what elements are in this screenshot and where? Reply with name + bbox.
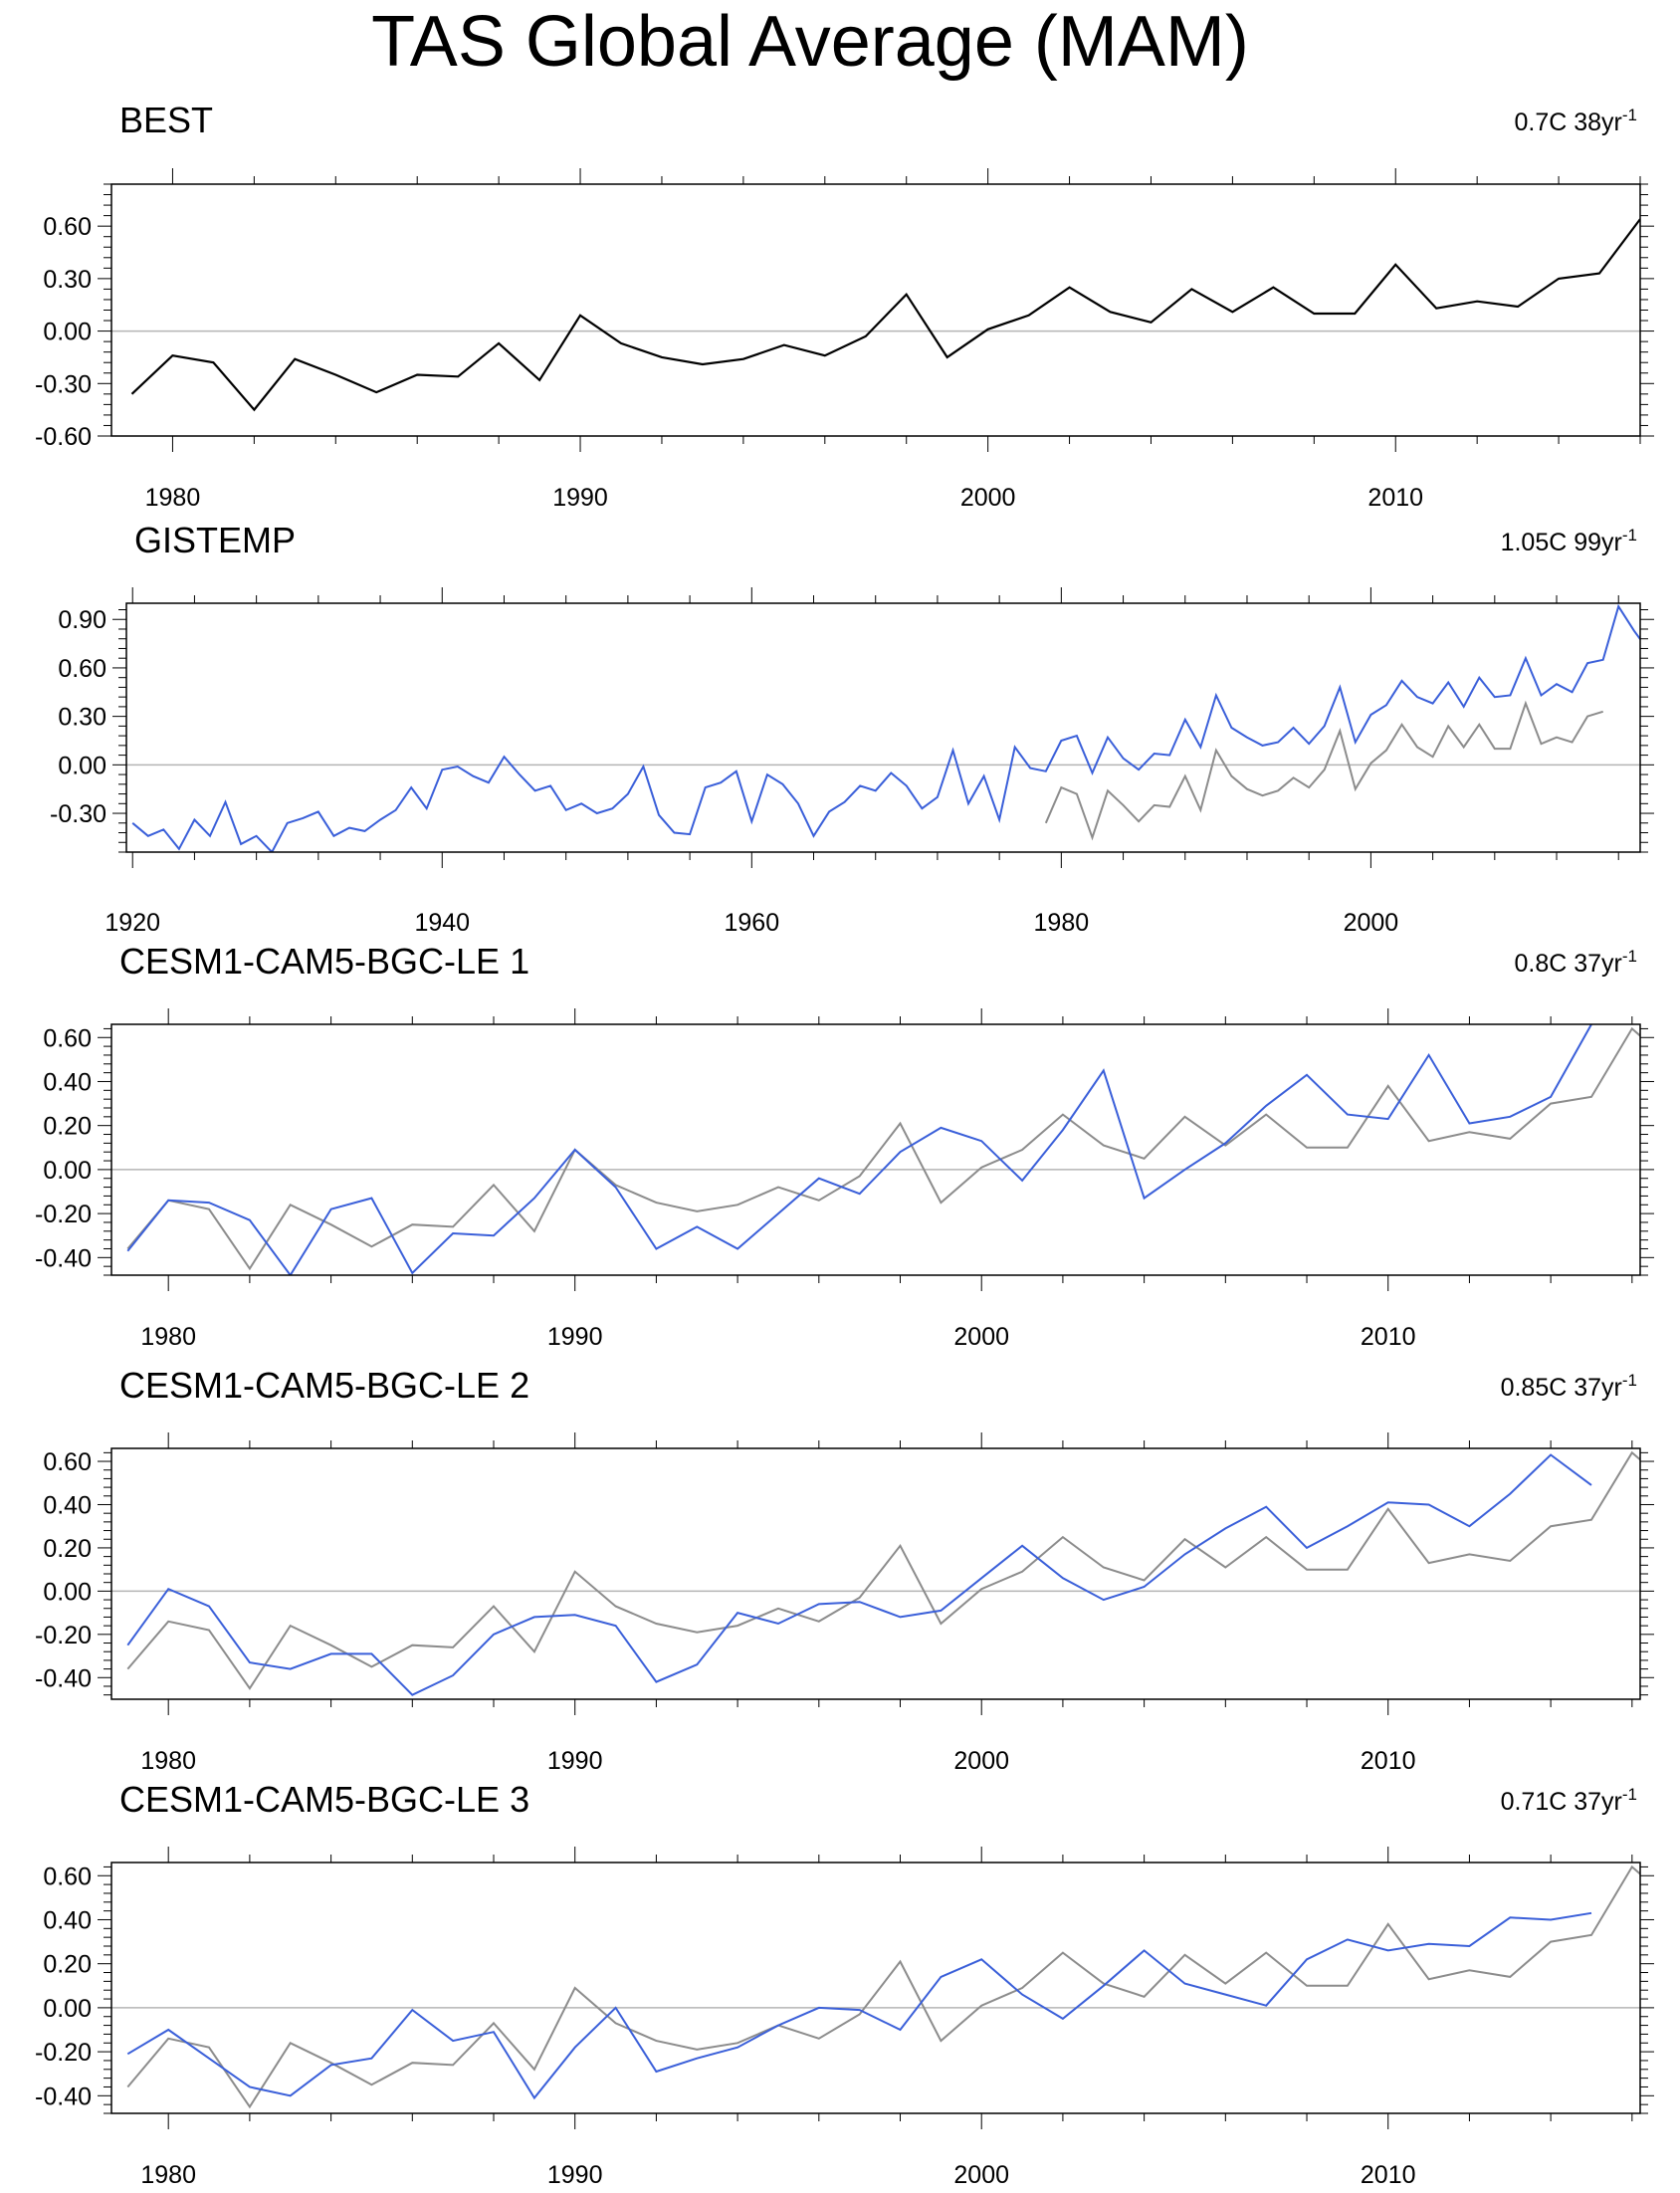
y-tick-label: -0.40: [35, 2083, 92, 2110]
trend-annotation: 0.71C 37yr-1: [1501, 1785, 1637, 1816]
trend-exponent: -1: [1622, 947, 1637, 966]
series-line-model: [131, 603, 1640, 852]
panel-title: BEST: [119, 100, 213, 140]
trend-annotation: 0.7C 38yr-1: [1514, 106, 1637, 136]
panel-title: CESM1-CAM5-BGC-LE 2: [119, 1365, 529, 1406]
series-line-model: [126, 1911, 1592, 2100]
x-tick-label: 1940: [414, 909, 470, 937]
y-tick-label: -0.20: [35, 1622, 92, 1649]
x-tick-label: 2010: [1361, 2161, 1416, 2189]
y-tick-label: 0.60: [43, 1024, 92, 1052]
plot-frame: [110, 1023, 1641, 1276]
y-tick-label: 0.90: [58, 606, 106, 634]
y-tick-label: -0.40: [35, 1244, 92, 1272]
x-tick-label: 1980: [140, 1323, 196, 1351]
series-line-reference: [126, 1864, 1640, 2109]
trend-exponent: -1: [1622, 1785, 1637, 1804]
x-tick-label: 1990: [547, 1747, 603, 1775]
x-tick-label: 1960: [724, 909, 779, 937]
trend-value: 0.85C 37yr: [1501, 1374, 1622, 1402]
x-tick-label: 2000: [1344, 909, 1399, 937]
plot-frame: [110, 1862, 1641, 2114]
y-tick-label: -0.40: [35, 1664, 92, 1692]
y-tick-label: 0.00: [58, 752, 106, 779]
trend-annotation: 0.85C 37yr-1: [1501, 1371, 1637, 1402]
x-tick-label: 2000: [953, 1747, 1009, 1775]
y-tick-label: -0.30: [50, 800, 106, 828]
figure-title: TAS Global Average (MAM): [371, 2, 1249, 82]
x-tick-label: 2000: [953, 1323, 1009, 1351]
y-tick-label: 0.60: [43, 1863, 92, 1890]
x-tick-label: 2010: [1367, 484, 1423, 512]
plot-frame: [110, 1447, 1641, 1700]
trend-value: 0.71C 37yr: [1501, 1788, 1622, 1816]
panel-title: GISTEMP: [134, 520, 296, 560]
y-tick-label: -0.30: [35, 370, 92, 398]
y-tick-label: 0.30: [58, 704, 106, 732]
x-tick-label: 1980: [145, 484, 201, 512]
series-line-observed: [130, 218, 1640, 412]
trend-annotation: 1.05C 99yr-1: [1501, 526, 1637, 556]
trend-value: 0.8C 37yr: [1514, 950, 1621, 978]
y-tick-label: -0.60: [35, 423, 92, 451]
chart-panel-5: -0.40 -0.20 0.00 0.20 0.40 0.60 1980 1990 2000 20…: [35, 1779, 1654, 2189]
y-tick-label: 0.00: [43, 319, 92, 346]
plot-frame: [110, 183, 1641, 437]
x-tick-label: 1920: [105, 909, 160, 937]
y-tick-label: 0.20: [43, 1113, 92, 1141]
trend-value: 0.7C 38yr: [1514, 109, 1621, 136]
y-tick-label: -0.20: [35, 2039, 92, 2067]
y-tick-label: 0.30: [43, 266, 92, 294]
series-line-reference: [126, 1026, 1640, 1271]
x-tick-label: 1990: [547, 2161, 603, 2189]
y-tick-label: 0.40: [43, 1491, 92, 1519]
series-line-reference: [1044, 700, 1603, 841]
series-line-model: [126, 1024, 1592, 1275]
y-tick-label: -0.20: [35, 1201, 92, 1228]
y-tick-label: 0.00: [43, 1995, 92, 2023]
y-tick-label: 0.00: [43, 1157, 92, 1185]
chart-panel-3: -0.40 -0.20 0.00 0.20 0.40 0.60 1980 1990 2000 20…: [35, 941, 1654, 1351]
trend-exponent: -1: [1622, 106, 1637, 124]
series-line-model: [126, 1453, 1592, 1696]
series-line-reference: [126, 1450, 1640, 1690]
trend-exponent: -1: [1622, 526, 1637, 545]
x-tick-label: 1980: [140, 1747, 196, 1775]
y-tick-label: 0.00: [43, 1578, 92, 1606]
x-tick-label: 2010: [1361, 1323, 1416, 1351]
chart-panel-4: -0.40 -0.20 0.00 0.20 0.40 0.60 1980 1990 2000 20…: [35, 1365, 1654, 1775]
x-tick-label: 1990: [547, 1323, 603, 1351]
trend-exponent: -1: [1622, 1371, 1637, 1390]
y-tick-label: 0.60: [58, 655, 106, 683]
y-tick-label: 0.60: [43, 1448, 92, 1476]
y-tick-label: 0.40: [43, 1068, 92, 1096]
y-tick-label: 0.20: [43, 1535, 92, 1563]
y-tick-label: 0.60: [43, 213, 92, 241]
y-tick-label: 0.20: [43, 1951, 92, 1979]
chart-panel-1: -0.60 -0.30 0.00 0.30 0.60 1980 1990 2000 2010 BE…: [35, 100, 1654, 512]
panel-title: CESM1-CAM5-BGC-LE 1: [119, 941, 529, 982]
x-tick-label: 1980: [140, 2161, 196, 2189]
trend-annotation: 0.8C 37yr-1: [1514, 947, 1637, 978]
plot-frame: [125, 602, 1641, 853]
x-tick-label: 1980: [1034, 909, 1090, 937]
panel-title: CESM1-CAM5-BGC-LE 3: [119, 1779, 529, 1820]
x-tick-label: 2010: [1361, 1747, 1416, 1775]
x-tick-label: 2000: [960, 484, 1016, 512]
y-tick-label: 0.40: [43, 1906, 92, 1934]
x-tick-label: 1990: [552, 484, 608, 512]
x-tick-label: 2000: [953, 2161, 1009, 2189]
chart-panel-2: -0.30 0.00 0.30 0.60 0.90 1920 1940 1960 1980 200…: [50, 520, 1654, 937]
trend-value: 1.05C 99yr: [1501, 529, 1622, 556]
